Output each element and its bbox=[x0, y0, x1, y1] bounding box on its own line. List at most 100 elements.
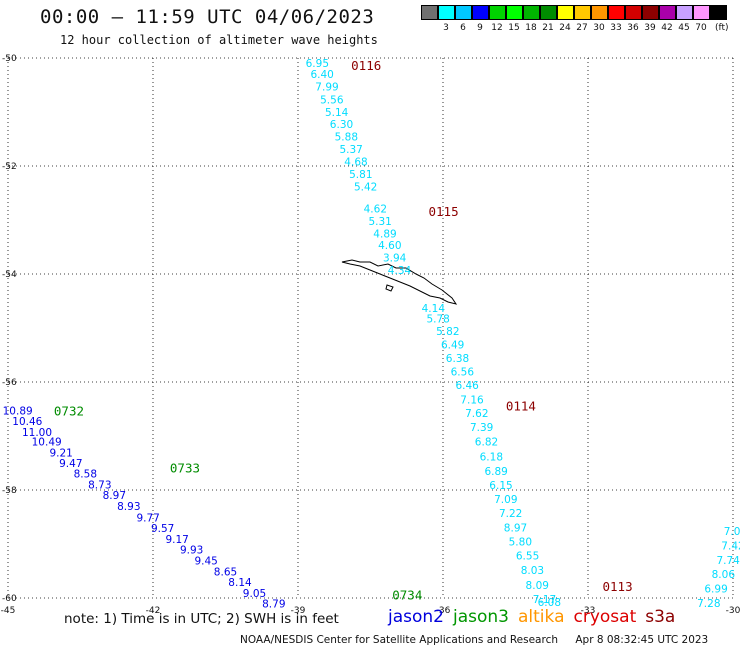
swh-value: 6.99 bbox=[704, 584, 727, 596]
swh-value: 5.56 bbox=[320, 94, 344, 106]
scale-label: 12 bbox=[491, 23, 503, 33]
swh-value: 6.82 bbox=[475, 437, 498, 449]
lon-tick-label: -33 bbox=[581, 606, 596, 616]
lon-tick-label: -39 bbox=[291, 606, 306, 616]
pass-time-label: 0732 bbox=[54, 404, 84, 419]
scale-label: 3 bbox=[443, 23, 449, 33]
swh-value: 6.49 bbox=[441, 340, 464, 352]
lat-tick-label: -58 bbox=[2, 486, 17, 496]
scale-swatch bbox=[710, 5, 727, 20]
swh-value: 5.88 bbox=[335, 132, 358, 144]
swh-value: 8.97 bbox=[504, 523, 527, 535]
swh-value: 5.14 bbox=[325, 107, 349, 119]
swh-value: 4.34 bbox=[388, 265, 412, 277]
swh-value: 9.05 bbox=[243, 588, 266, 600]
scale-label: 9 bbox=[477, 23, 483, 33]
scale-label: 18 bbox=[525, 23, 537, 33]
swh-value: 8.03 bbox=[521, 565, 544, 577]
note-text: note: 1) Time is in UTC; 2) SWH is in fe… bbox=[64, 611, 339, 627]
swh-value: 4.60 bbox=[378, 240, 401, 252]
scale-swatch bbox=[472, 5, 489, 20]
satellite-legend-item: s3a bbox=[645, 607, 676, 627]
swh-value: 6.55 bbox=[516, 551, 539, 563]
swh-value: 7.62 bbox=[465, 408, 488, 420]
swh-value: 8.06 bbox=[712, 569, 736, 581]
swh-value: 7.22 bbox=[499, 508, 522, 520]
south-georgia-coastline bbox=[341, 259, 458, 305]
pass-time-label: 0115 bbox=[429, 204, 459, 219]
scale-label: 33 bbox=[610, 23, 622, 33]
altimeter-tracks: 6.956.407.995.565.146.305.885.374.685.81… bbox=[3, 58, 740, 611]
scale-swatch bbox=[421, 5, 438, 20]
swh-value: 5.81 bbox=[349, 169, 372, 181]
swh-value: 11.00 bbox=[22, 427, 52, 439]
scale-swatch bbox=[455, 5, 472, 20]
scale-swatch bbox=[438, 5, 455, 20]
island-outline-detail bbox=[385, 284, 394, 292]
swh-value: 5.82 bbox=[436, 326, 459, 338]
satellite-legend-item: cryosat bbox=[573, 607, 637, 627]
swh-value: 8.73 bbox=[88, 479, 111, 491]
lat-tick-label: -60 bbox=[2, 594, 17, 604]
swh-value: 6.15 bbox=[489, 480, 512, 492]
swh-value: 6.46 bbox=[455, 380, 479, 392]
scale-swatch bbox=[693, 5, 710, 20]
swh-value: 6.30 bbox=[330, 119, 353, 131]
footer-timestamp: Apr 8 08:32:45 UTC 2023 bbox=[575, 634, 709, 646]
scale-swatch bbox=[506, 5, 523, 20]
pass-time-label: 0114 bbox=[506, 398, 536, 413]
satellite-legend-item: altika bbox=[518, 607, 565, 627]
satellite-legend-item: jason2 bbox=[388, 607, 444, 627]
scale-swatch bbox=[574, 5, 591, 20]
swh-value: 7.42 bbox=[721, 540, 740, 552]
swh-value: 3.94 bbox=[383, 253, 407, 265]
swh-value: 6.89 bbox=[484, 466, 507, 478]
scale-label: 21 bbox=[542, 23, 554, 33]
scale-swatch bbox=[489, 5, 506, 20]
swh-value: 6.18 bbox=[480, 451, 503, 463]
lat-tick-label: -56 bbox=[2, 378, 17, 388]
swh-value: 10.46 bbox=[12, 416, 42, 428]
swh-value: 4.14 bbox=[422, 303, 446, 315]
lat-tick-label: -54 bbox=[2, 270, 17, 280]
swh-value: 5.42 bbox=[354, 181, 377, 193]
lat-tick-label: -52 bbox=[2, 162, 17, 172]
pass-time-label: 0734 bbox=[392, 587, 422, 602]
pass-labels: 0116 0115 0114 0113 0732 0733 0734 bbox=[54, 58, 633, 602]
swh-value: 6.40 bbox=[310, 69, 333, 81]
scale-swatch bbox=[642, 5, 659, 20]
swh-value: 9.17 bbox=[165, 534, 188, 546]
scale-label: 42 bbox=[661, 23, 673, 33]
scale-label: 30 bbox=[593, 23, 605, 33]
swh-value: 5.37 bbox=[339, 144, 362, 156]
swh-value: 8.14 bbox=[228, 577, 252, 589]
swh-value: 6.95 bbox=[306, 58, 329, 70]
satellite-legend: jason2 jason3 altika cryosat s3a bbox=[388, 607, 684, 627]
swh-value: 4.68 bbox=[344, 156, 367, 168]
swh-value: 9.57 bbox=[151, 523, 174, 535]
lon-tick-label: -36 bbox=[436, 606, 451, 616]
scale-swatch bbox=[608, 5, 625, 20]
footer: NOAA/NESDIS Center for Satellite Applica… bbox=[240, 634, 722, 646]
swh-value: 5.31 bbox=[368, 216, 391, 228]
scale-label: 45 bbox=[678, 23, 690, 33]
swh-value: 6.08 bbox=[538, 597, 561, 609]
swh-value: 9.47 bbox=[59, 458, 82, 470]
swh-value: 6.56 bbox=[451, 367, 475, 379]
island-outline bbox=[341, 259, 458, 305]
lon-tick-label: -30 bbox=[726, 606, 740, 616]
swh-value: 8.65 bbox=[214, 566, 237, 578]
swh-value: 7.02 bbox=[724, 526, 740, 538]
swh-value: 7.09 bbox=[494, 494, 517, 506]
swh-value: 7.74 bbox=[716, 555, 740, 567]
lon-tick-label: -42 bbox=[146, 606, 161, 616]
swh-value: 10.49 bbox=[32, 437, 62, 449]
lat-tick-label: -50 bbox=[2, 54, 17, 64]
pass-time-label: 0113 bbox=[603, 579, 633, 594]
swh-value: 8.93 bbox=[117, 501, 140, 513]
map-subtitle: 12 hour collection of altimeter wave hei… bbox=[60, 33, 378, 47]
swh-value: 7.39 bbox=[470, 422, 493, 434]
scale-swatch bbox=[659, 5, 676, 20]
pass-time-label: 0733 bbox=[170, 460, 200, 475]
lon-tick-label: -45 bbox=[1, 606, 16, 616]
